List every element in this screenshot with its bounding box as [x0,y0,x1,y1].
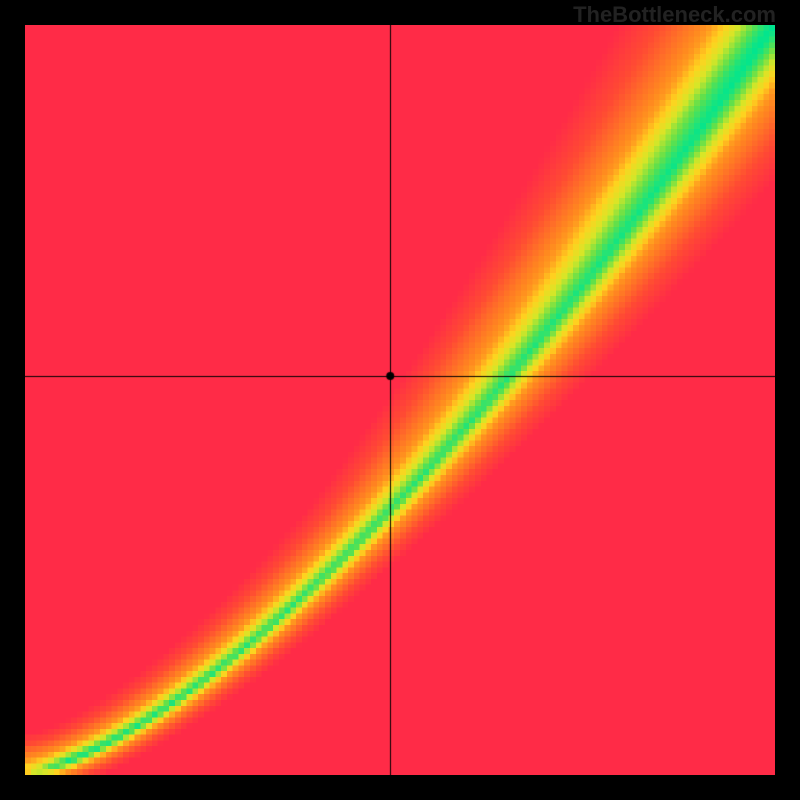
attribution-label: TheBottleneck.com [573,2,776,28]
chart-container: TheBottleneck.com [0,0,800,800]
bottleneck-heatmap [25,25,775,775]
